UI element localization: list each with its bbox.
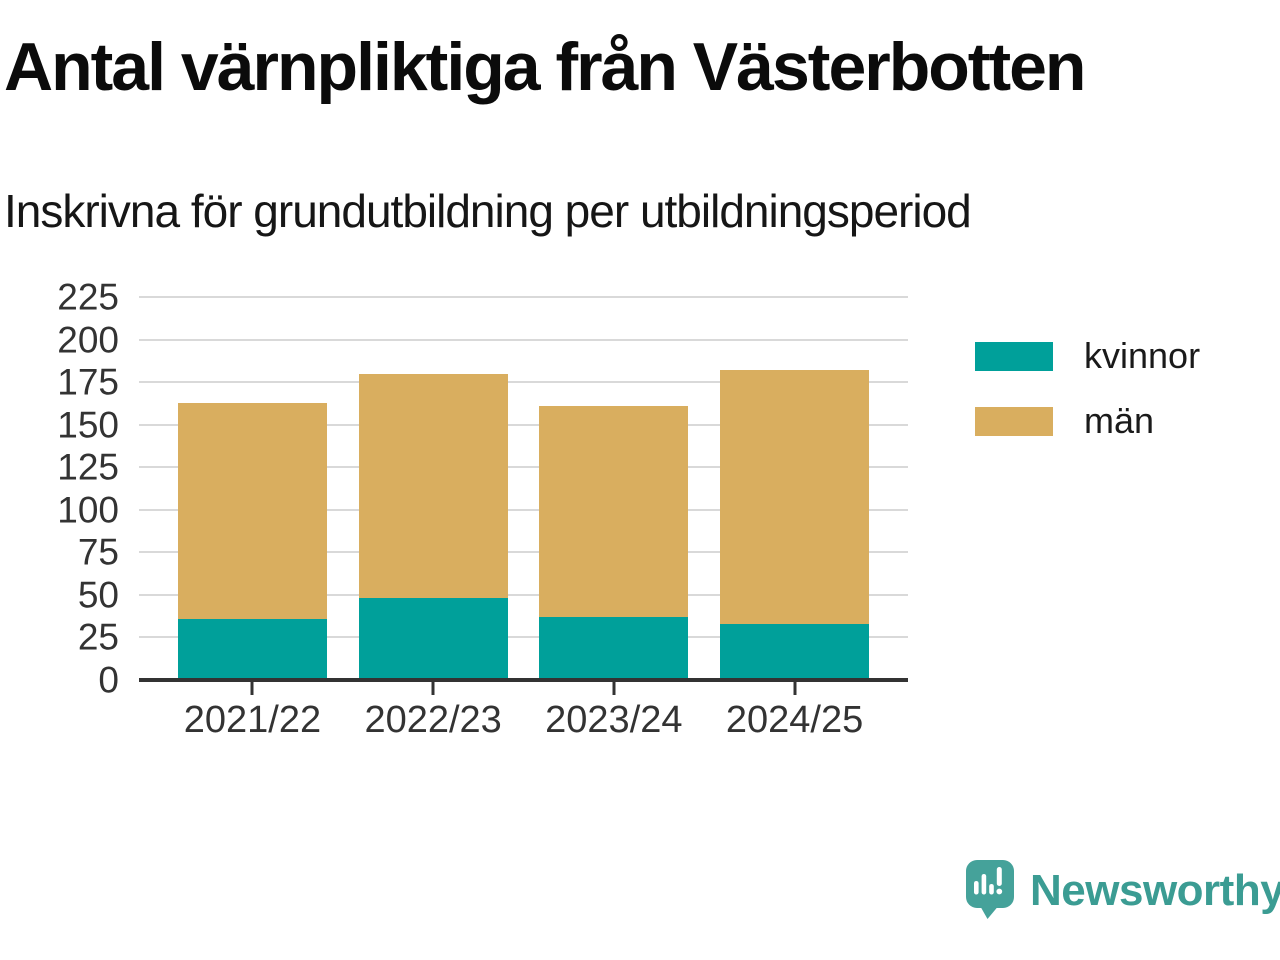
newsworthy-bubble-icon <box>966 860 1014 919</box>
bar-2024-25-kvinnor <box>719 623 870 680</box>
gridline-200 <box>139 338 908 341</box>
y-tick-label-150: 150 <box>57 404 119 446</box>
y-tick-label-175: 175 <box>57 361 119 403</box>
chart-subtitle: Inskrivna för grundutbildning per utbild… <box>4 185 972 237</box>
bar-2024-25-män <box>719 370 870 624</box>
x-tick-2024-25 <box>793 682 797 695</box>
x-axis-line <box>139 678 908 682</box>
legend-label-kvinnor: kvinnor <box>1084 335 1201 376</box>
bar-2021-22-kvinnor <box>177 618 327 680</box>
x-tick-label-2022-23: 2022/23 <box>364 699 502 741</box>
newsworthy-logo-text: Newsworthy <box>1030 866 1280 915</box>
x-tick-label-2024-25: 2024/25 <box>725 699 864 741</box>
bar-2021-22-män <box>177 402 327 619</box>
y-tick-label-125: 125 <box>57 446 119 488</box>
gridline-50 <box>139 593 908 596</box>
legend-item-män: män <box>975 403 1200 439</box>
bar-2023-24-män <box>539 405 689 618</box>
gridline-25 <box>139 636 908 639</box>
x-tick-label-2023-24: 2023/24 <box>545 699 683 741</box>
bar-2023-24-kvinnor <box>539 617 689 680</box>
x-tick-label-2021-22: 2021/22 <box>183 699 322 741</box>
gridline-100 <box>139 508 908 511</box>
y-tick-label-50: 50 <box>77 574 119 616</box>
gridline-125 <box>139 466 908 469</box>
y-tick-label-100: 100 <box>57 489 119 531</box>
gridline-150 <box>139 423 908 426</box>
gridline-225 <box>139 296 908 298</box>
newsworthy-logo: Newsworthy <box>966 860 1280 922</box>
y-tick-label-75: 75 <box>77 531 119 573</box>
chart-title: Antal värnpliktiga från Västerbotten <box>4 29 1086 105</box>
legend-label-män: män <box>1084 400 1155 441</box>
plot-area <box>139 296 908 695</box>
gridline-75 <box>139 551 908 554</box>
legend: kvinnor män <box>975 338 1200 439</box>
x-axis-labels: 2021/22 2022/23 2023/24 2024/25 <box>139 699 908 748</box>
legend-item-kvinnor: kvinnor <box>975 338 1200 374</box>
y-tick-label-225: 225 <box>57 276 119 318</box>
y-tick-label-0: 0 <box>98 659 119 701</box>
legend-swatch-män <box>975 406 1053 436</box>
y-tick-label-25: 25 <box>77 616 119 658</box>
gridline-175 <box>139 381 908 384</box>
y-axis: 0 25 50 75 100 125 150 175 200 225 <box>0 279 119 699</box>
x-tick-2022-23 <box>431 682 435 695</box>
legend-swatch-kvinnor <box>975 341 1053 371</box>
x-tick-2023-24 <box>612 682 616 695</box>
bar-2022-23-män <box>358 373 508 599</box>
bar-2022-23-kvinnor <box>358 598 508 680</box>
x-tick-2021-22 <box>250 682 254 695</box>
y-tick-label-200: 200 <box>57 319 119 361</box>
